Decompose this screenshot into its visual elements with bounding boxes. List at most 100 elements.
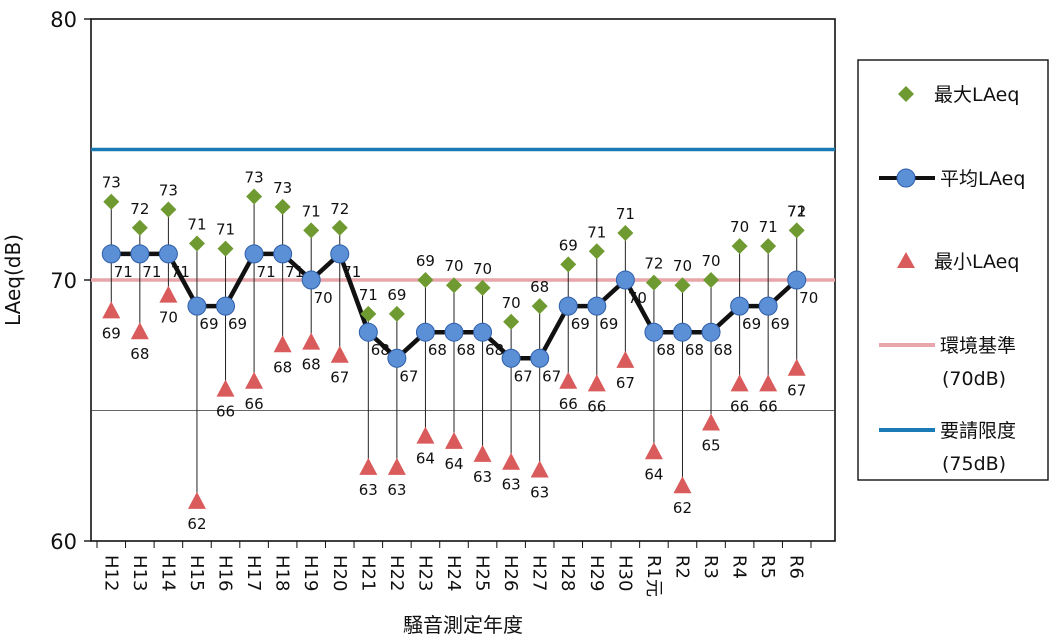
min-value-label: 66 bbox=[759, 397, 778, 415]
min-value-label: 63 bbox=[530, 484, 549, 502]
max-marker bbox=[788, 222, 805, 239]
avg-value-label: 68 bbox=[371, 341, 390, 359]
min-value-label: 63 bbox=[359, 481, 378, 499]
legend-label-req-sub: (75dB) bbox=[942, 453, 1006, 475]
avg-value-label: 71 bbox=[142, 263, 161, 281]
x-tick-label: H15 bbox=[186, 555, 207, 591]
min-value-label: 67 bbox=[616, 374, 635, 392]
max-value-label: 71 bbox=[587, 223, 606, 241]
max-value-label: 71 bbox=[187, 215, 206, 233]
avg-marker bbox=[444, 322, 464, 342]
avg-marker bbox=[730, 296, 750, 316]
min-value-label: 67 bbox=[787, 382, 806, 400]
min-marker bbox=[273, 335, 292, 353]
y-axis-title: LAeq(dB) bbox=[1, 234, 25, 326]
min-marker bbox=[702, 413, 721, 431]
max-marker bbox=[560, 256, 577, 273]
legend-label-max: 最大LAeq bbox=[934, 84, 1019, 106]
x-tick-label: H20 bbox=[329, 555, 350, 591]
x-tick-label: H17 bbox=[243, 555, 264, 591]
avg-marker bbox=[787, 270, 807, 290]
min-value-label: 66 bbox=[587, 397, 606, 415]
x-tick-label: R5 bbox=[757, 555, 778, 579]
x-tick-label: H26 bbox=[500, 555, 521, 591]
x-tick-label: H25 bbox=[472, 555, 493, 591]
min-value-label: 66 bbox=[216, 403, 235, 421]
avg-marker bbox=[615, 270, 635, 290]
max-value-label: 70 bbox=[444, 257, 463, 275]
min-marker bbox=[130, 322, 149, 340]
avg-marker bbox=[216, 296, 236, 316]
avg-value-label: 71 bbox=[257, 263, 276, 281]
max-marker bbox=[103, 193, 120, 210]
x-tick-label: R4 bbox=[729, 555, 750, 579]
max-marker bbox=[531, 298, 548, 315]
min-value-label: 63 bbox=[502, 476, 521, 494]
min-marker bbox=[416, 426, 435, 444]
max-marker bbox=[417, 272, 434, 288]
max-marker bbox=[331, 219, 348, 236]
max-marker bbox=[160, 201, 177, 218]
max-marker bbox=[617, 225, 634, 242]
legend-label-env-sub: (70dB) bbox=[942, 368, 1006, 390]
avg-marker bbox=[130, 244, 150, 264]
x-tick-label: R6 bbox=[786, 555, 807, 579]
legend-label-min: 最小LAeq bbox=[934, 251, 1019, 273]
avg-marker bbox=[644, 322, 664, 342]
avg-value-label: 68 bbox=[428, 341, 447, 359]
x-tick-label: H19 bbox=[300, 555, 321, 591]
min-marker bbox=[673, 476, 692, 494]
x-tick-label: H27 bbox=[529, 555, 550, 591]
legend: 最大LAeq 平均LAeq 最小LAeq 環境基準 (70dB) 要請限度 (7… bbox=[857, 59, 1049, 481]
x-tick-label: R1元 bbox=[643, 555, 664, 597]
x-tick-label: H29 bbox=[586, 555, 607, 591]
min-marker bbox=[759, 374, 778, 392]
min-marker bbox=[616, 350, 635, 368]
avg-value-label: 71 bbox=[285, 263, 304, 281]
avg-marker bbox=[358, 322, 378, 342]
max-value-label: 71 bbox=[759, 218, 778, 236]
y-tick-label: 60 bbox=[50, 530, 77, 554]
avg-value-label: 68 bbox=[656, 341, 675, 359]
x-tick-label: H28 bbox=[557, 555, 578, 591]
min-marker bbox=[644, 442, 663, 460]
min-value-label: 64 bbox=[644, 465, 663, 483]
min-value-label: 63 bbox=[473, 468, 492, 486]
min-value-label: 64 bbox=[416, 450, 435, 468]
min-marker bbox=[787, 358, 806, 376]
min-marker bbox=[473, 444, 492, 462]
max-marker bbox=[503, 313, 520, 330]
avg-marker bbox=[501, 348, 521, 368]
min-marker bbox=[530, 460, 549, 478]
max-marker bbox=[588, 243, 605, 260]
avg-value-label: 69 bbox=[742, 315, 761, 333]
avg-marker bbox=[301, 270, 321, 290]
avg-value-label: 71 bbox=[342, 263, 361, 281]
max-marker bbox=[274, 198, 291, 215]
min-value-label: 64 bbox=[444, 455, 463, 473]
avg-marker bbox=[558, 296, 578, 316]
legend-box bbox=[857, 59, 1049, 481]
max-value-label: 70 bbox=[502, 294, 521, 312]
min-marker bbox=[502, 452, 521, 470]
avg-marker bbox=[701, 322, 721, 342]
max-value-label: 71 bbox=[216, 221, 235, 239]
min-value-label: 66 bbox=[730, 397, 749, 415]
min-value-label: 68 bbox=[130, 345, 149, 363]
min-marker bbox=[559, 371, 578, 389]
x-tick-label: H24 bbox=[443, 555, 464, 591]
avg-value-label: 69 bbox=[571, 315, 590, 333]
y-tick-label: 70 bbox=[50, 269, 77, 293]
min-value-label: 67 bbox=[330, 369, 349, 387]
min-value-label: 70 bbox=[159, 309, 178, 327]
avg-marker bbox=[273, 244, 293, 264]
avg-marker bbox=[158, 244, 178, 264]
max-value-label: 70 bbox=[473, 260, 492, 278]
x-tick-label: R2 bbox=[671, 555, 692, 579]
avg-marker bbox=[473, 322, 493, 342]
max-value-label: 71 bbox=[616, 205, 635, 223]
min-marker bbox=[245, 371, 264, 389]
max-marker bbox=[674, 277, 691, 294]
avg-value-label: 71 bbox=[171, 263, 190, 281]
x-tick-label: H16 bbox=[215, 555, 236, 591]
